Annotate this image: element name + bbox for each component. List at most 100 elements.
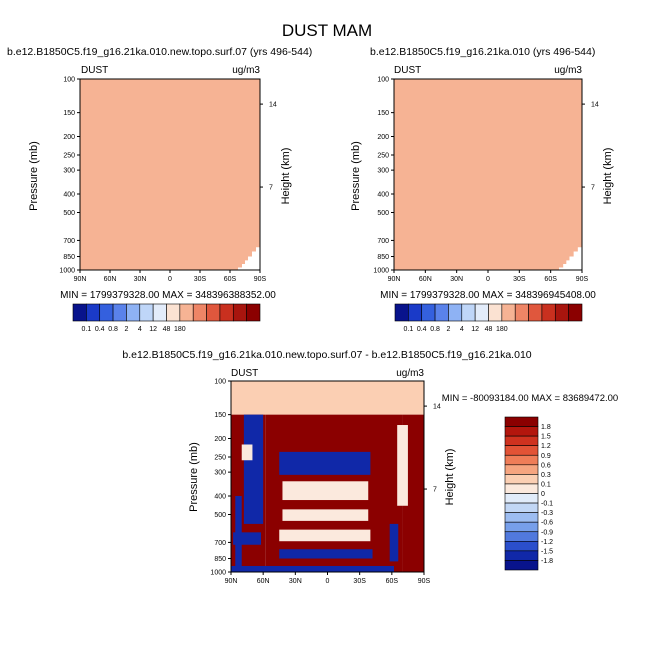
colorbar-label: 2 xyxy=(124,326,128,333)
colorbar-label: 0.6 xyxy=(541,462,551,469)
colorbar-swatch xyxy=(504,512,539,523)
colorbar-label: 4 xyxy=(138,326,142,333)
y-tick-label: 850 xyxy=(214,556,226,563)
colorbar-swatch xyxy=(394,303,409,322)
colorbar-label: 1.8 xyxy=(541,424,551,431)
y-tick-label: 500 xyxy=(63,210,75,217)
colorbar-label: 0.8 xyxy=(430,326,440,333)
plot-area: 90N 60N 30N 0 30S 60S 90S 100 150 200 250 300 400 500… xyxy=(59,77,276,284)
colorbar-label: 48 xyxy=(163,326,171,333)
y-tick-label: 100 xyxy=(63,77,75,84)
contour-region xyxy=(243,414,264,524)
panel-title: b.e12.B1850C5.f19_g16.21ka.010 (yrs 496-… xyxy=(370,46,595,58)
colorbar-label: 12 xyxy=(471,326,479,333)
colorbar-label: 4 xyxy=(460,326,464,333)
colorbar-swatch xyxy=(408,303,423,322)
x-tick-label: 60S xyxy=(386,578,399,585)
colorbar-label: -1.2 xyxy=(541,539,553,546)
y-tick-label: 300 xyxy=(214,470,226,477)
colorbar-swatch xyxy=(139,303,154,322)
x-tick-label: 0 xyxy=(168,276,172,283)
min-max-stats: MIN = -80093184.00 MAX = 83689472.00 xyxy=(442,393,618,404)
contour-region xyxy=(397,425,408,506)
y-tick-label: 300 xyxy=(377,168,389,175)
x-tick-label: 60S xyxy=(224,276,237,283)
colorbar-swatch xyxy=(421,303,436,322)
colorbar-swatch xyxy=(192,303,207,322)
colorbar-swatch xyxy=(504,454,539,466)
colorbar-swatch xyxy=(514,303,529,322)
colorbar-label: -0.6 xyxy=(541,520,553,527)
colorbar-label: 180 xyxy=(496,326,508,333)
colorbar-label: 0 xyxy=(541,491,545,498)
colorbar-label: 0.9 xyxy=(541,453,551,460)
y-tick-label: 100 xyxy=(214,379,226,386)
colorbar-swatch xyxy=(504,493,539,504)
colorbar-swatch xyxy=(528,303,543,322)
panel-top-right: b.e12.B1850C5.f19_g16.21ka.010 (yrs 496-… xyxy=(350,46,614,333)
contour-region xyxy=(279,549,373,559)
colorbar-swatch xyxy=(504,531,539,542)
contour-region xyxy=(279,451,371,475)
y-tick-label: 700 xyxy=(63,238,75,245)
x-tick-label: 90S xyxy=(576,276,589,283)
contour-region xyxy=(235,495,242,572)
colorbar-swatch xyxy=(166,303,181,322)
height-tick-label: 7 xyxy=(269,185,273,192)
y-tick-label: 400 xyxy=(377,191,389,198)
y-tick-label: 700 xyxy=(377,238,389,245)
x-tick-label: 0 xyxy=(326,578,330,585)
colorbar-label: 0.4 xyxy=(95,326,105,333)
y-tick-label: 250 xyxy=(377,153,389,160)
colorbar-swatch xyxy=(568,303,583,322)
x-tick-label: 60S xyxy=(544,276,557,283)
colorbar-swatch xyxy=(504,435,539,446)
panel-bottom: b.e12.B1850C5.f19_g16.21ka.010.new.topo.… xyxy=(122,349,618,585)
x-tick-label: 90S xyxy=(418,578,431,585)
colorbar-swatch xyxy=(179,303,194,322)
colorbar-swatch xyxy=(504,464,539,475)
colorbar-label: -0.9 xyxy=(541,529,553,536)
contour-region xyxy=(231,565,394,572)
field-label: DUST xyxy=(81,65,108,76)
colorbar-swatch xyxy=(504,502,539,513)
y-tick-label: 200 xyxy=(214,436,226,443)
panel-title: b.e12.B1850C5.f19_g16.21ka.010.new.topo.… xyxy=(122,349,531,361)
contour-region xyxy=(282,481,369,501)
x-tick-label: 60N xyxy=(257,578,270,585)
height-tick-label: 14 xyxy=(269,102,277,109)
x-tick-label: 30N xyxy=(450,276,463,283)
colorbar-label: -1.8 xyxy=(541,558,553,565)
x-tick-label: 90S xyxy=(254,276,267,283)
terrain-mask xyxy=(236,242,260,270)
plot-area: 90N 60N 30N 0 30S 60S 90S 100 150 200 250 300 400 500… xyxy=(210,379,440,586)
contour-region xyxy=(279,529,371,542)
figure-title: DUST MAM xyxy=(282,21,372,40)
colorbar-swatch xyxy=(504,445,539,456)
colorbar-swatch xyxy=(504,560,539,571)
plot-area: 90N 60N 30N 0 30S 60S 90S 100 150 200 250 300 400 500… xyxy=(373,77,598,284)
contour-fill xyxy=(394,79,582,270)
colorbar-swatch xyxy=(112,303,127,322)
y-tick-label: 200 xyxy=(377,134,389,141)
colorbar-swatch xyxy=(504,426,539,437)
y-tick-label: 1000 xyxy=(210,570,226,577)
colorbar-swatch xyxy=(488,303,503,322)
colorbar: 0.1 0.4 0.8 2 4 12 48 180 xyxy=(394,303,583,333)
y-tick-label: 150 xyxy=(377,110,389,117)
x-tick-label: 90N xyxy=(225,578,238,585)
colorbar-label: -1.5 xyxy=(541,548,553,555)
y-tick-label: 500 xyxy=(214,512,226,519)
colorbar-swatch xyxy=(504,550,539,561)
height-tick-label: 14 xyxy=(433,404,441,411)
units-label: ug/m3 xyxy=(396,368,424,379)
contour-fill xyxy=(80,79,260,270)
colorbar-swatch xyxy=(86,303,101,322)
contour-region xyxy=(231,381,424,415)
colorbar-label: 1.5 xyxy=(541,434,551,441)
colorbar-label: 0.1 xyxy=(403,326,413,333)
height-tick-label: 7 xyxy=(433,487,437,494)
field-label: DUST xyxy=(231,368,258,379)
y-tick-label: 300 xyxy=(63,168,75,175)
